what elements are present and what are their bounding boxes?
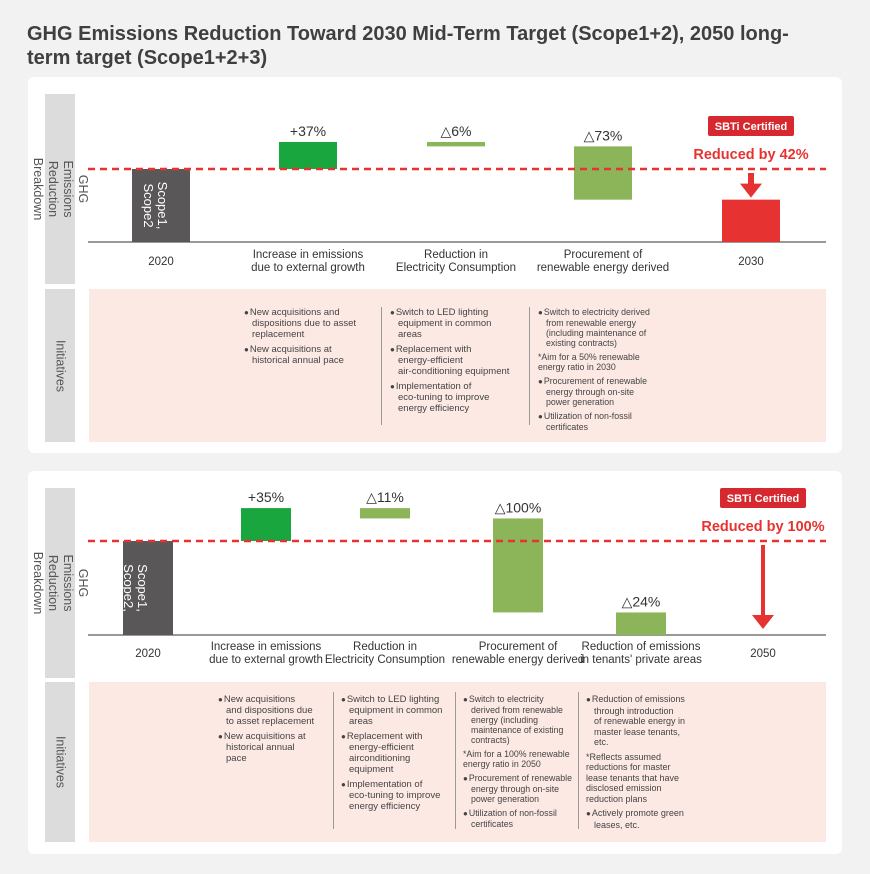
initiative-item: Procurement of renewable energy through … — [463, 773, 576, 804]
initiative-item: Utilization of non-fossil certificates — [463, 808, 576, 829]
category-label: Increase in emissions due to external gro… — [209, 641, 323, 666]
data-label: △73% — [584, 127, 623, 143]
initiatives-column-growth: New acquisitions and dispositions due to… — [244, 307, 376, 370]
initiative-item: Switch to electricity derived from renew… — [463, 694, 576, 745]
bar-reduction — [493, 518, 543, 613]
initiative-item: Switch to LED lighting equipment in comm… — [390, 307, 525, 340]
category-label: Reduction in Electricity Consumption — [396, 249, 516, 274]
bar-baseline — [123, 541, 173, 635]
data-label: △6% — [440, 123, 471, 139]
chart-card-2030: GHG Emissions Reduction Breakdown Initia… — [28, 77, 842, 453]
category-label: 2030 — [738, 256, 764, 268]
initiative-item: *Reflects assumed reductions for master … — [586, 751, 680, 804]
category-label: Procurement of renewable energy derived — [452, 641, 584, 666]
bar-baseline — [132, 169, 190, 242]
initiatives-column-growth: New acquisitions and dispositions due to… — [218, 694, 330, 768]
initiatives-label: Initiatives — [53, 339, 68, 392]
initiatives-separator — [381, 307, 382, 425]
initiative-item: New acquisitions at historical annual pa… — [218, 731, 330, 764]
bar-increase — [279, 141, 337, 169]
category-label: 2020 — [148, 256, 174, 268]
initiatives-label: Initiatives — [53, 735, 68, 789]
initiatives-column-renewable: Switch to electricity derived from renew… — [538, 307, 673, 436]
initiatives-column-renewable: Switch to electricity derived from renew… — [463, 694, 576, 833]
bar-reduction — [427, 141, 485, 147]
sbti-badge-label: SBTi Certified — [727, 493, 800, 505]
baseline-bar-label: Scope1,Scope2 — [141, 182, 170, 230]
sbti-badge-label: SBTi Certified — [715, 121, 788, 133]
initiative-item: *Aim for a 50% renewable energy ratio in… — [538, 352, 640, 372]
initiatives-separator — [529, 307, 530, 425]
data-label: △11% — [366, 489, 404, 505]
axis-label-panel: GHG Emissions Reduction Breakdown — [31, 488, 90, 678]
chart-card-2050: GHG Emissions Reduction Breakdown Initia… — [28, 471, 842, 854]
initiatives-column-tenants: Reduction of emissions through introduct… — [586, 694, 704, 834]
sbti-badge — [708, 116, 794, 136]
initiatives-separator — [333, 692, 334, 829]
initiative-item: Procurement of renewable energy through … — [538, 376, 673, 407]
initiatives-separator — [578, 692, 579, 829]
data-label: △100% — [495, 499, 542, 515]
category-label: Reduction of emissions in tenants' privat… — [580, 641, 702, 666]
target-label: Reduced by 100% — [701, 519, 824, 535]
bar-target — [722, 199, 780, 242]
initiatives-separator — [455, 692, 456, 829]
bar-increase — [241, 508, 291, 541]
initiative-item: Switch to electricity derived from renew… — [538, 307, 673, 348]
category-label: 2020 — [135, 648, 161, 660]
initiative-item: Replacement with energy-efficient air-co… — [390, 344, 525, 377]
reduction-arrow-head — [752, 615, 774, 629]
baseline-bar-label: Scope1,Scope2,Scope3 — [107, 564, 150, 612]
initiative-item: Reduction of emissions through introduct… — [586, 694, 704, 748]
initiatives-column-electricity: Switch to LED lighting equipment in comm… — [390, 307, 525, 418]
page-title: GHG Emissions Reduction Toward 2030 Mid-… — [27, 23, 789, 69]
initiative-item: Replacement with energy-efficient aircon… — [341, 731, 453, 775]
target-label: Reduced by 42% — [693, 147, 808, 163]
category-label: Reduction in Electricity Consumption — [325, 641, 445, 666]
axis-label-panel: GHG Emissions Reduction Breakdown — [31, 94, 90, 284]
waterfall-chart: 2020 +37% Increase in emissions due to exte… — [88, 116, 826, 274]
initiative-item: Switch to LED lighting equipment in comm… — [341, 694, 453, 727]
initiative-item: Actively promote green leases, etc. — [586, 808, 704, 830]
category-label: Increase in emissions due to external gro… — [251, 249, 365, 274]
initiative-item: Implementation of eco-tuning to improve … — [390, 381, 525, 414]
data-label: △24% — [622, 593, 661, 609]
initiatives-panel — [89, 682, 826, 842]
initiative-item: New acquisitions and dispositions due to… — [218, 694, 330, 727]
initiative-item: New acquisitions at historical annual pa… — [244, 344, 376, 366]
bar-reduction — [616, 612, 666, 635]
category-label: 2050 — [750, 648, 776, 660]
initiative-item: Utilization of non-fossil certificates — [538, 411, 673, 432]
reduction-arrow-head — [740, 183, 762, 198]
sbti-badge — [720, 488, 806, 508]
category-label: Procurement of renewable energy derived — [537, 249, 669, 274]
initiative-item: Implementation of eco-tuning to improve … — [341, 779, 453, 812]
data-label: +37% — [290, 123, 326, 139]
bar-reduction — [574, 146, 632, 200]
initiatives-column-electricity: Switch to LED lighting equipment in comm… — [341, 694, 453, 816]
waterfall-chart: 2020 +35% Increase in emissions due to exte… — [88, 488, 826, 666]
initiatives-label-panel: Initiatives — [45, 682, 75, 842]
bar-reduction — [360, 508, 410, 519]
initiative-item: New acquisitions and dispositions due to… — [244, 307, 376, 340]
initiatives-label-panel: Initiatives — [45, 289, 75, 442]
data-label: +35% — [248, 489, 284, 505]
initiative-item: *Aim for a 100% renewable energy ratio i… — [463, 749, 570, 769]
